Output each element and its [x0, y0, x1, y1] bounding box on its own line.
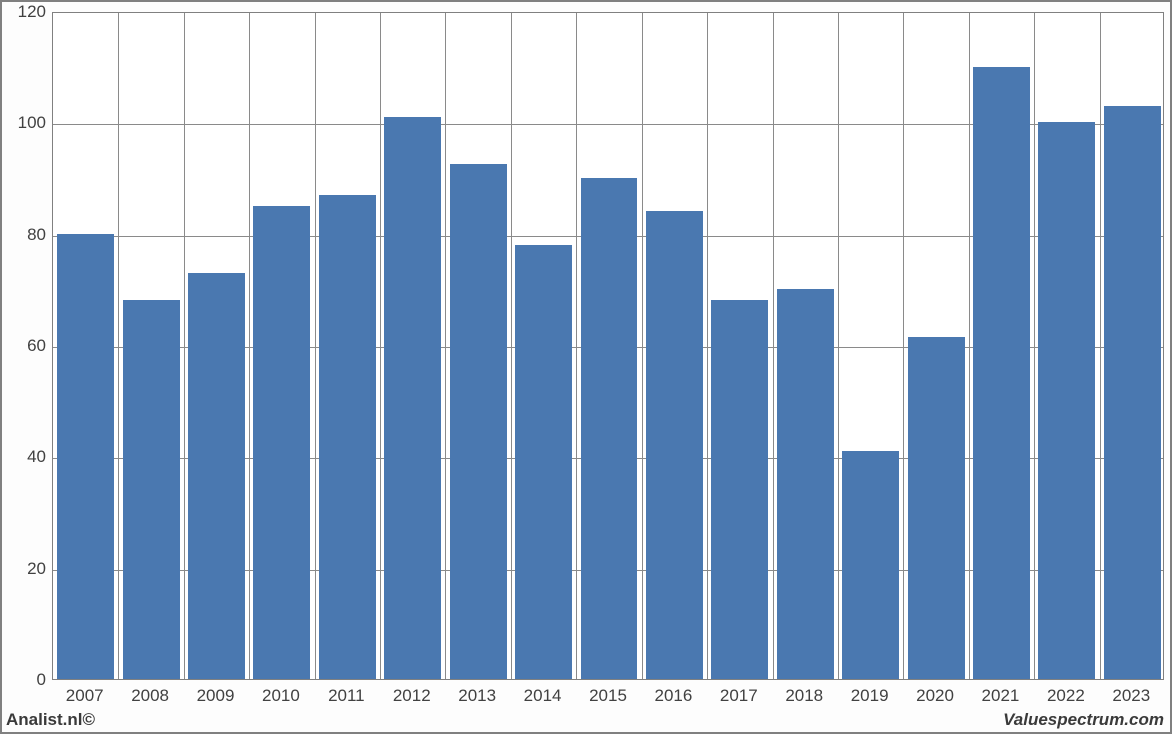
x-tick-label: 2021 — [968, 686, 1033, 706]
x-tick-label: 2010 — [248, 686, 313, 706]
x-tick-label: 2009 — [183, 686, 248, 706]
gridline-v — [969, 13, 970, 679]
bar — [450, 164, 507, 679]
x-tick-label: 2018 — [772, 686, 837, 706]
bar — [515, 245, 572, 679]
bar — [384, 117, 441, 679]
gridline-v — [445, 13, 446, 679]
y-tick-label: 120 — [6, 2, 46, 22]
gridline-v — [380, 13, 381, 679]
gridline-v — [511, 13, 512, 679]
bar — [188, 273, 245, 679]
bar — [842, 451, 899, 679]
bar — [123, 300, 180, 679]
x-tick-label: 2007 — [52, 686, 117, 706]
gridline-v — [249, 13, 250, 679]
gridline-v — [1100, 13, 1101, 679]
x-tick-label: 2019 — [837, 686, 902, 706]
y-tick-label: 100 — [6, 113, 46, 133]
bar — [777, 289, 834, 679]
gridline-v — [903, 13, 904, 679]
x-tick-label: 2012 — [379, 686, 444, 706]
chart-frame: 0 20 40 60 80 100 120 200720082009201020112012… — [0, 0, 1172, 734]
gridline-v — [773, 13, 774, 679]
y-tick-label: 0 — [6, 670, 46, 690]
gridline-v — [315, 13, 316, 679]
footer-left-credit: Analist.nl© — [6, 710, 95, 730]
bar — [57, 234, 114, 679]
gridline-v — [707, 13, 708, 679]
gridline-v — [642, 13, 643, 679]
x-tick-label: 2011 — [314, 686, 379, 706]
bar — [581, 178, 638, 679]
x-tick-label: 2015 — [575, 686, 640, 706]
bar — [646, 211, 703, 679]
x-tick-label: 2022 — [1033, 686, 1098, 706]
bar — [1104, 106, 1161, 679]
gridline-v — [1034, 13, 1035, 679]
x-tick-label: 2016 — [641, 686, 706, 706]
bar — [319, 195, 376, 679]
gridline-v — [838, 13, 839, 679]
bar — [973, 67, 1030, 679]
x-tick-label: 2017 — [706, 686, 771, 706]
x-tick-label: 2008 — [117, 686, 182, 706]
y-tick-label: 20 — [6, 559, 46, 579]
x-tick-label: 2023 — [1099, 686, 1164, 706]
gridline-v — [576, 13, 577, 679]
x-tick-label: 2020 — [902, 686, 967, 706]
plot-area — [52, 12, 1164, 680]
bar — [908, 337, 965, 679]
footer-right-credit: Valuespectrum.com — [1003, 710, 1164, 730]
y-tick-label: 40 — [6, 447, 46, 467]
bar — [711, 300, 768, 679]
bar — [1038, 122, 1095, 679]
bar — [253, 206, 310, 679]
y-tick-label: 60 — [6, 336, 46, 356]
y-tick-label: 80 — [6, 225, 46, 245]
gridline-v — [184, 13, 185, 679]
x-tick-label: 2014 — [510, 686, 575, 706]
gridline-v — [118, 13, 119, 679]
x-tick-label: 2013 — [444, 686, 509, 706]
